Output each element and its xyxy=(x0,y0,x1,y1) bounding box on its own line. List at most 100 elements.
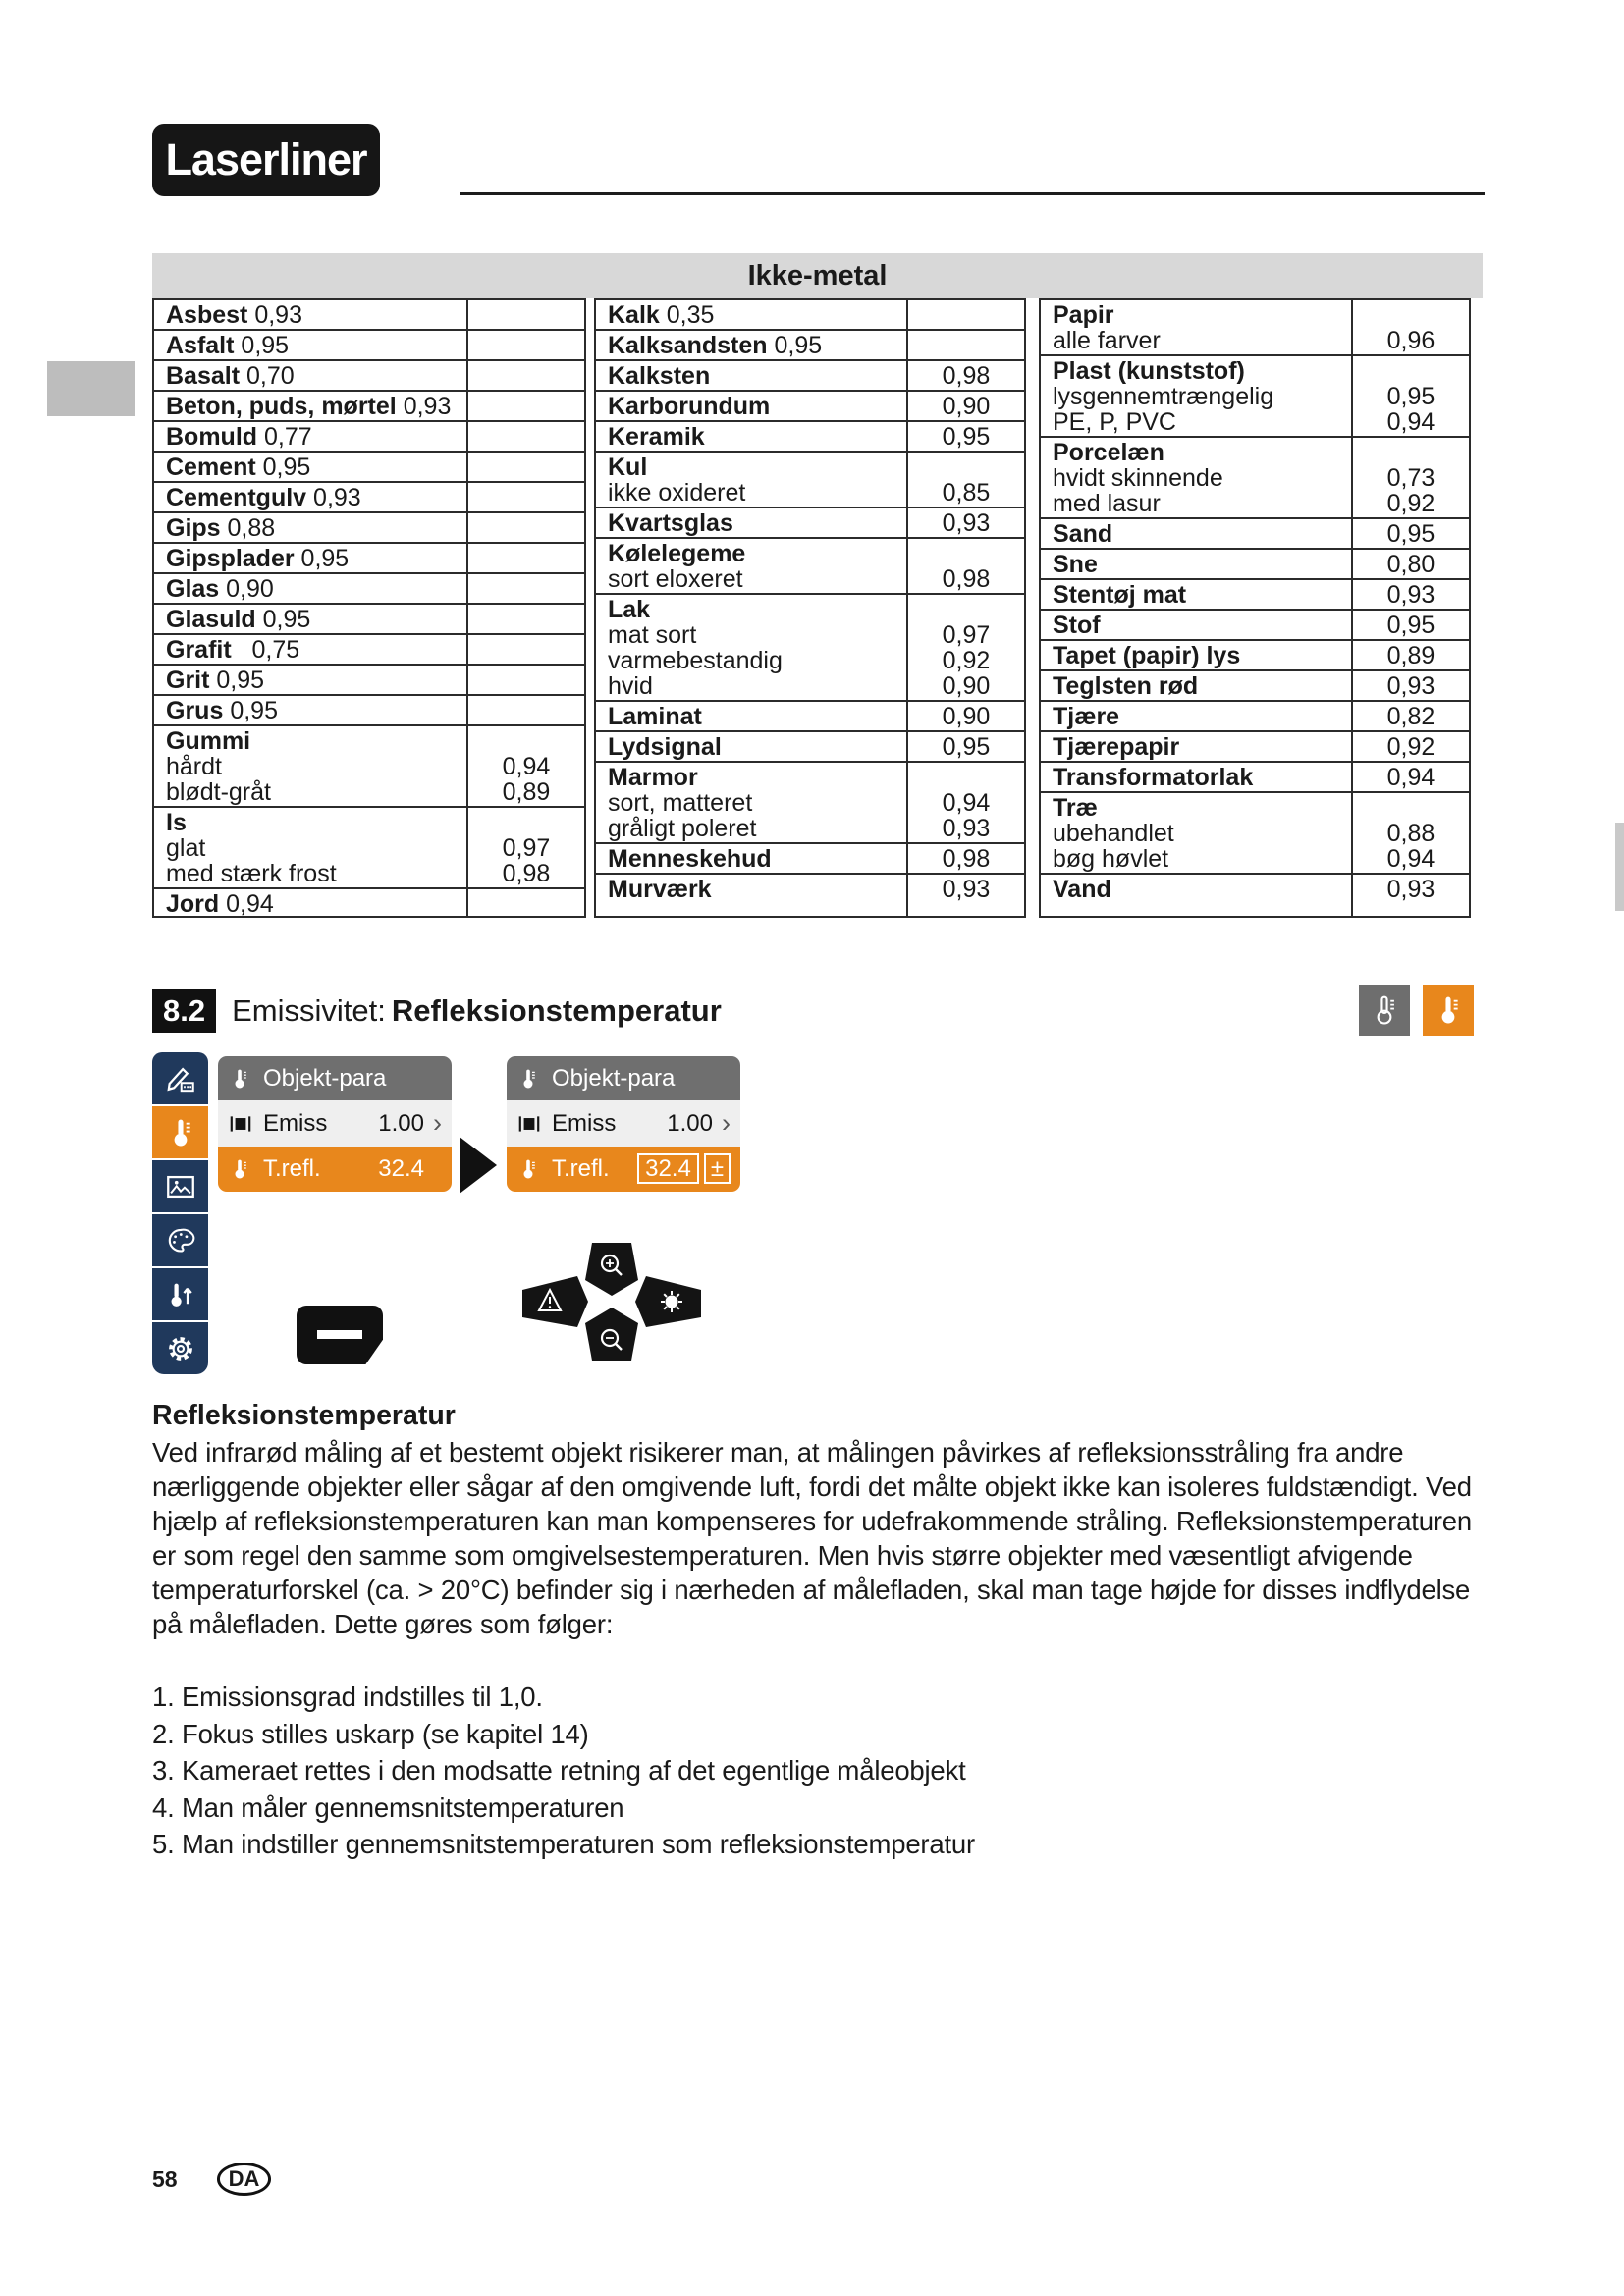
table-row: Stentøj mat 0,93 xyxy=(1041,578,1469,609)
sidebar-item-palette[interactable] xyxy=(152,1214,208,1266)
table-row: Is glat med stærk frost 0,97 0,98 xyxy=(154,806,584,887)
emissivity-table-column-2: Kalk 0,35 Kalksandsten 0,95 Kalksten 0,98 Ka… xyxy=(594,298,1026,918)
sidebar-item-annotation[interactable] xyxy=(152,1052,208,1104)
thermometer-icon xyxy=(235,1069,246,1088)
material-name: Kalk xyxy=(608,300,660,329)
body-heading: Refleksionstemperatur xyxy=(152,1400,456,1431)
table-row: Laminat 0,90 xyxy=(596,700,1024,730)
material-value: 0,94 xyxy=(502,752,551,780)
table-row: Gips 0,88 xyxy=(154,511,584,542)
material-name: Menneskehud xyxy=(608,844,772,873)
object-para-panel-before: Objekt-para Emiss 1.00 › T.refl. 32.4 xyxy=(218,1056,452,1192)
material-value: 0,93 xyxy=(254,300,302,329)
sidebar-item-thermometer[interactable] xyxy=(152,1106,208,1158)
emissivity-table-column-1: Asbest 0,93 Asfalt 0,95 Basalt 0,70 Beton, … xyxy=(152,298,586,918)
table-row: Kul ikke oxideret 0,85 xyxy=(596,451,1024,507)
material-variant: ikke oxideret xyxy=(608,478,746,507)
trefl-value-editing[interactable]: 32.4 xyxy=(637,1153,699,1184)
material-value: 0,89 xyxy=(502,777,551,806)
menu-row-emiss[interactable]: Emiss 1.00 › xyxy=(507,1100,740,1147)
material-value: 0,95 xyxy=(241,331,290,359)
table-row: Tjærepapir 0,92 xyxy=(1041,730,1469,761)
table-row: Træ ubehandlet bøg høvlet 0,88 0,94 xyxy=(1041,791,1469,873)
thermometer-icon xyxy=(235,1159,246,1179)
table-row: Asbest 0,93 xyxy=(154,300,584,329)
laserliner-logo: Laserliner xyxy=(152,124,380,196)
table-row: Transformatorlak 0,94 xyxy=(1041,761,1469,791)
chevron-right-icon: › xyxy=(433,1108,442,1138)
material-value: 0,89 xyxy=(1386,641,1435,669)
material-value: 0,90 xyxy=(942,671,991,700)
material-value: 0,95 xyxy=(262,605,311,633)
sidebar-item-settings[interactable] xyxy=(152,1322,208,1374)
material-name: Stof xyxy=(1053,611,1101,639)
material-value: 0,98 xyxy=(942,361,991,390)
material-value: 0,90 xyxy=(942,702,991,730)
material-value: 0,95 xyxy=(1386,611,1435,639)
material-value: 0,95 xyxy=(1386,519,1435,548)
material-name: Porcelæn xyxy=(1053,438,1164,466)
material-variant: varmebestandig xyxy=(608,646,783,674)
material-value: 0,94 xyxy=(942,788,991,817)
material-name: Cementgulv xyxy=(166,483,307,511)
material-name: Tapet (papir) lys xyxy=(1053,641,1241,669)
key-bar xyxy=(317,1330,362,1339)
material-name: Vand xyxy=(1053,875,1111,903)
material-name: Laminat xyxy=(608,702,702,730)
table-row: Cement 0,95 xyxy=(154,451,584,481)
material-value: 0,92 xyxy=(1386,489,1435,517)
table-row: Menneskehud 0,98 xyxy=(596,842,1024,873)
menu-row-trefl[interactable]: T.refl. 32.4 xyxy=(218,1147,452,1192)
table-row: Lydsignal 0,95 xyxy=(596,730,1024,761)
dpad-right-button[interactable] xyxy=(635,1276,701,1327)
instruction-step: 1. Emissionsgrad indstilles til 1,0. xyxy=(152,1682,543,1712)
material-value: 0,92 xyxy=(942,646,991,674)
material-name: Beton, puds, mørtel xyxy=(166,392,397,420)
material-variant: sort, matteret xyxy=(608,788,753,817)
menu-row-trefl[interactable]: T.refl. 32.4 ± xyxy=(507,1147,740,1192)
material-variant: mat sort xyxy=(608,620,697,649)
material-value: 0,97 xyxy=(502,833,551,862)
zoom-in-icon xyxy=(600,1254,623,1276)
material-name: Gummi xyxy=(166,726,251,755)
sidebar-item-image[interactable] xyxy=(152,1160,208,1212)
material-value: 0,94 xyxy=(226,889,274,918)
margin-tab-left xyxy=(47,361,135,416)
thermometer-icon xyxy=(1377,995,1394,1025)
zoom-out-icon xyxy=(600,1328,623,1351)
menu-row-emiss[interactable]: Emiss 1.00 › xyxy=(218,1100,452,1147)
instruction-step: 2. Fokus stilles uskarp (se kapitel 14) xyxy=(152,1718,589,1749)
material-name: Asfalt xyxy=(166,331,235,359)
menu-title-bar: Objekt-para xyxy=(218,1056,452,1100)
instruction-step: 3. Kameraet rettes i den modsatte retnin… xyxy=(152,1755,966,1786)
plus-minus-icon[interactable]: ± xyxy=(703,1153,731,1184)
table-row: Keramik 0,95 xyxy=(596,420,1024,451)
material-value: 0,93 xyxy=(1386,875,1435,903)
dpad-left-button[interactable] xyxy=(522,1276,588,1327)
dpad-up-button[interactable] xyxy=(585,1243,638,1296)
palette-icon xyxy=(168,1228,194,1253)
material-value: 0,98 xyxy=(942,844,991,873)
material-variant: sort eloxeret xyxy=(608,564,743,593)
instruction-steps: 1. Emissionsgrad indstilles til 1,0. 2. F… xyxy=(152,1679,975,1863)
table-row: Sand 0,95 xyxy=(1041,517,1469,548)
dpad-down-button[interactable] xyxy=(585,1308,638,1361)
material-name: Grus xyxy=(166,696,224,724)
material-value: 0,88 xyxy=(227,513,276,542)
table-row: Cementgulv 0,93 xyxy=(154,481,584,511)
object-para-panel-after: Objekt-para Emiss 1.00 › T.refl. 32.4 ± xyxy=(507,1056,740,1192)
table-row: Porcelæn hvidt skinnende med lasur 0,73 0,9… xyxy=(1041,436,1469,517)
material-name: Asbest xyxy=(166,300,248,329)
emiss-value: 1.00 xyxy=(378,1109,424,1137)
material-variant: hvidt skinnende xyxy=(1053,463,1223,492)
material-name: Marmor xyxy=(608,763,698,791)
section-title: Emissivitet: Refleksionstemperatur xyxy=(232,993,722,1028)
function-key-icon[interactable] xyxy=(297,1306,383,1364)
table-row: Jord 0,94 xyxy=(154,887,584,918)
material-value: 0,95 xyxy=(230,696,278,724)
material-name: Kvartsglas xyxy=(608,508,733,537)
material-value: 0,75 xyxy=(251,635,300,664)
material-name: Tjærepapir xyxy=(1053,732,1180,761)
sidebar-item-temp-range[interactable] xyxy=(152,1268,208,1320)
